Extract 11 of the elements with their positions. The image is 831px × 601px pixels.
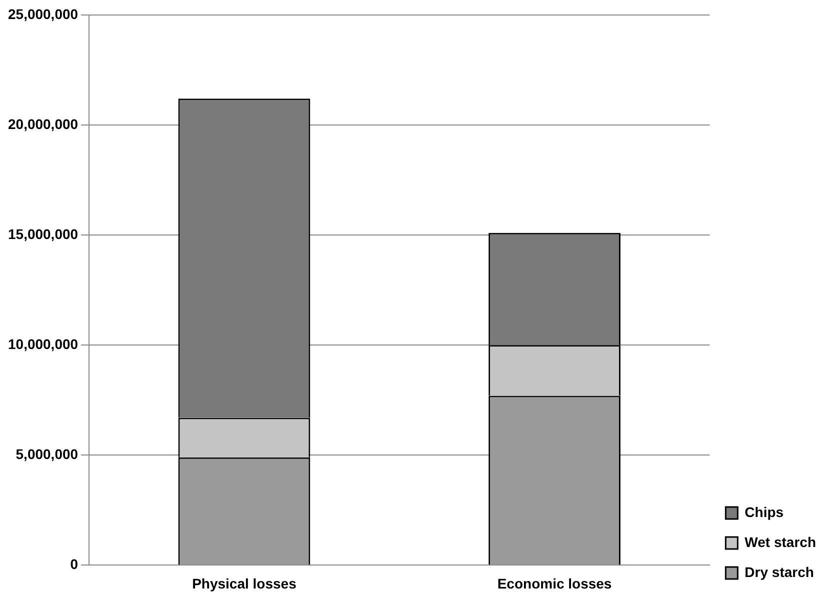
x-tick-label: Economic losses	[497, 575, 612, 592]
y-tick-label: 10,000,000	[8, 336, 78, 352]
legend-label: Wet starch	[744, 534, 816, 550]
y-tick-label: 15,000,000	[8, 226, 78, 242]
y-tick-label: 25,000,000	[8, 6, 78, 22]
x-tick-label: Physical losses	[192, 575, 297, 592]
y-tick-label: 0	[70, 556, 78, 572]
y-tick-label: 20,000,000	[8, 116, 78, 132]
legend-label: Chips	[744, 504, 784, 520]
legend-label: Dry starch	[744, 564, 814, 580]
y-tick-label: 5,000,000	[16, 446, 78, 462]
